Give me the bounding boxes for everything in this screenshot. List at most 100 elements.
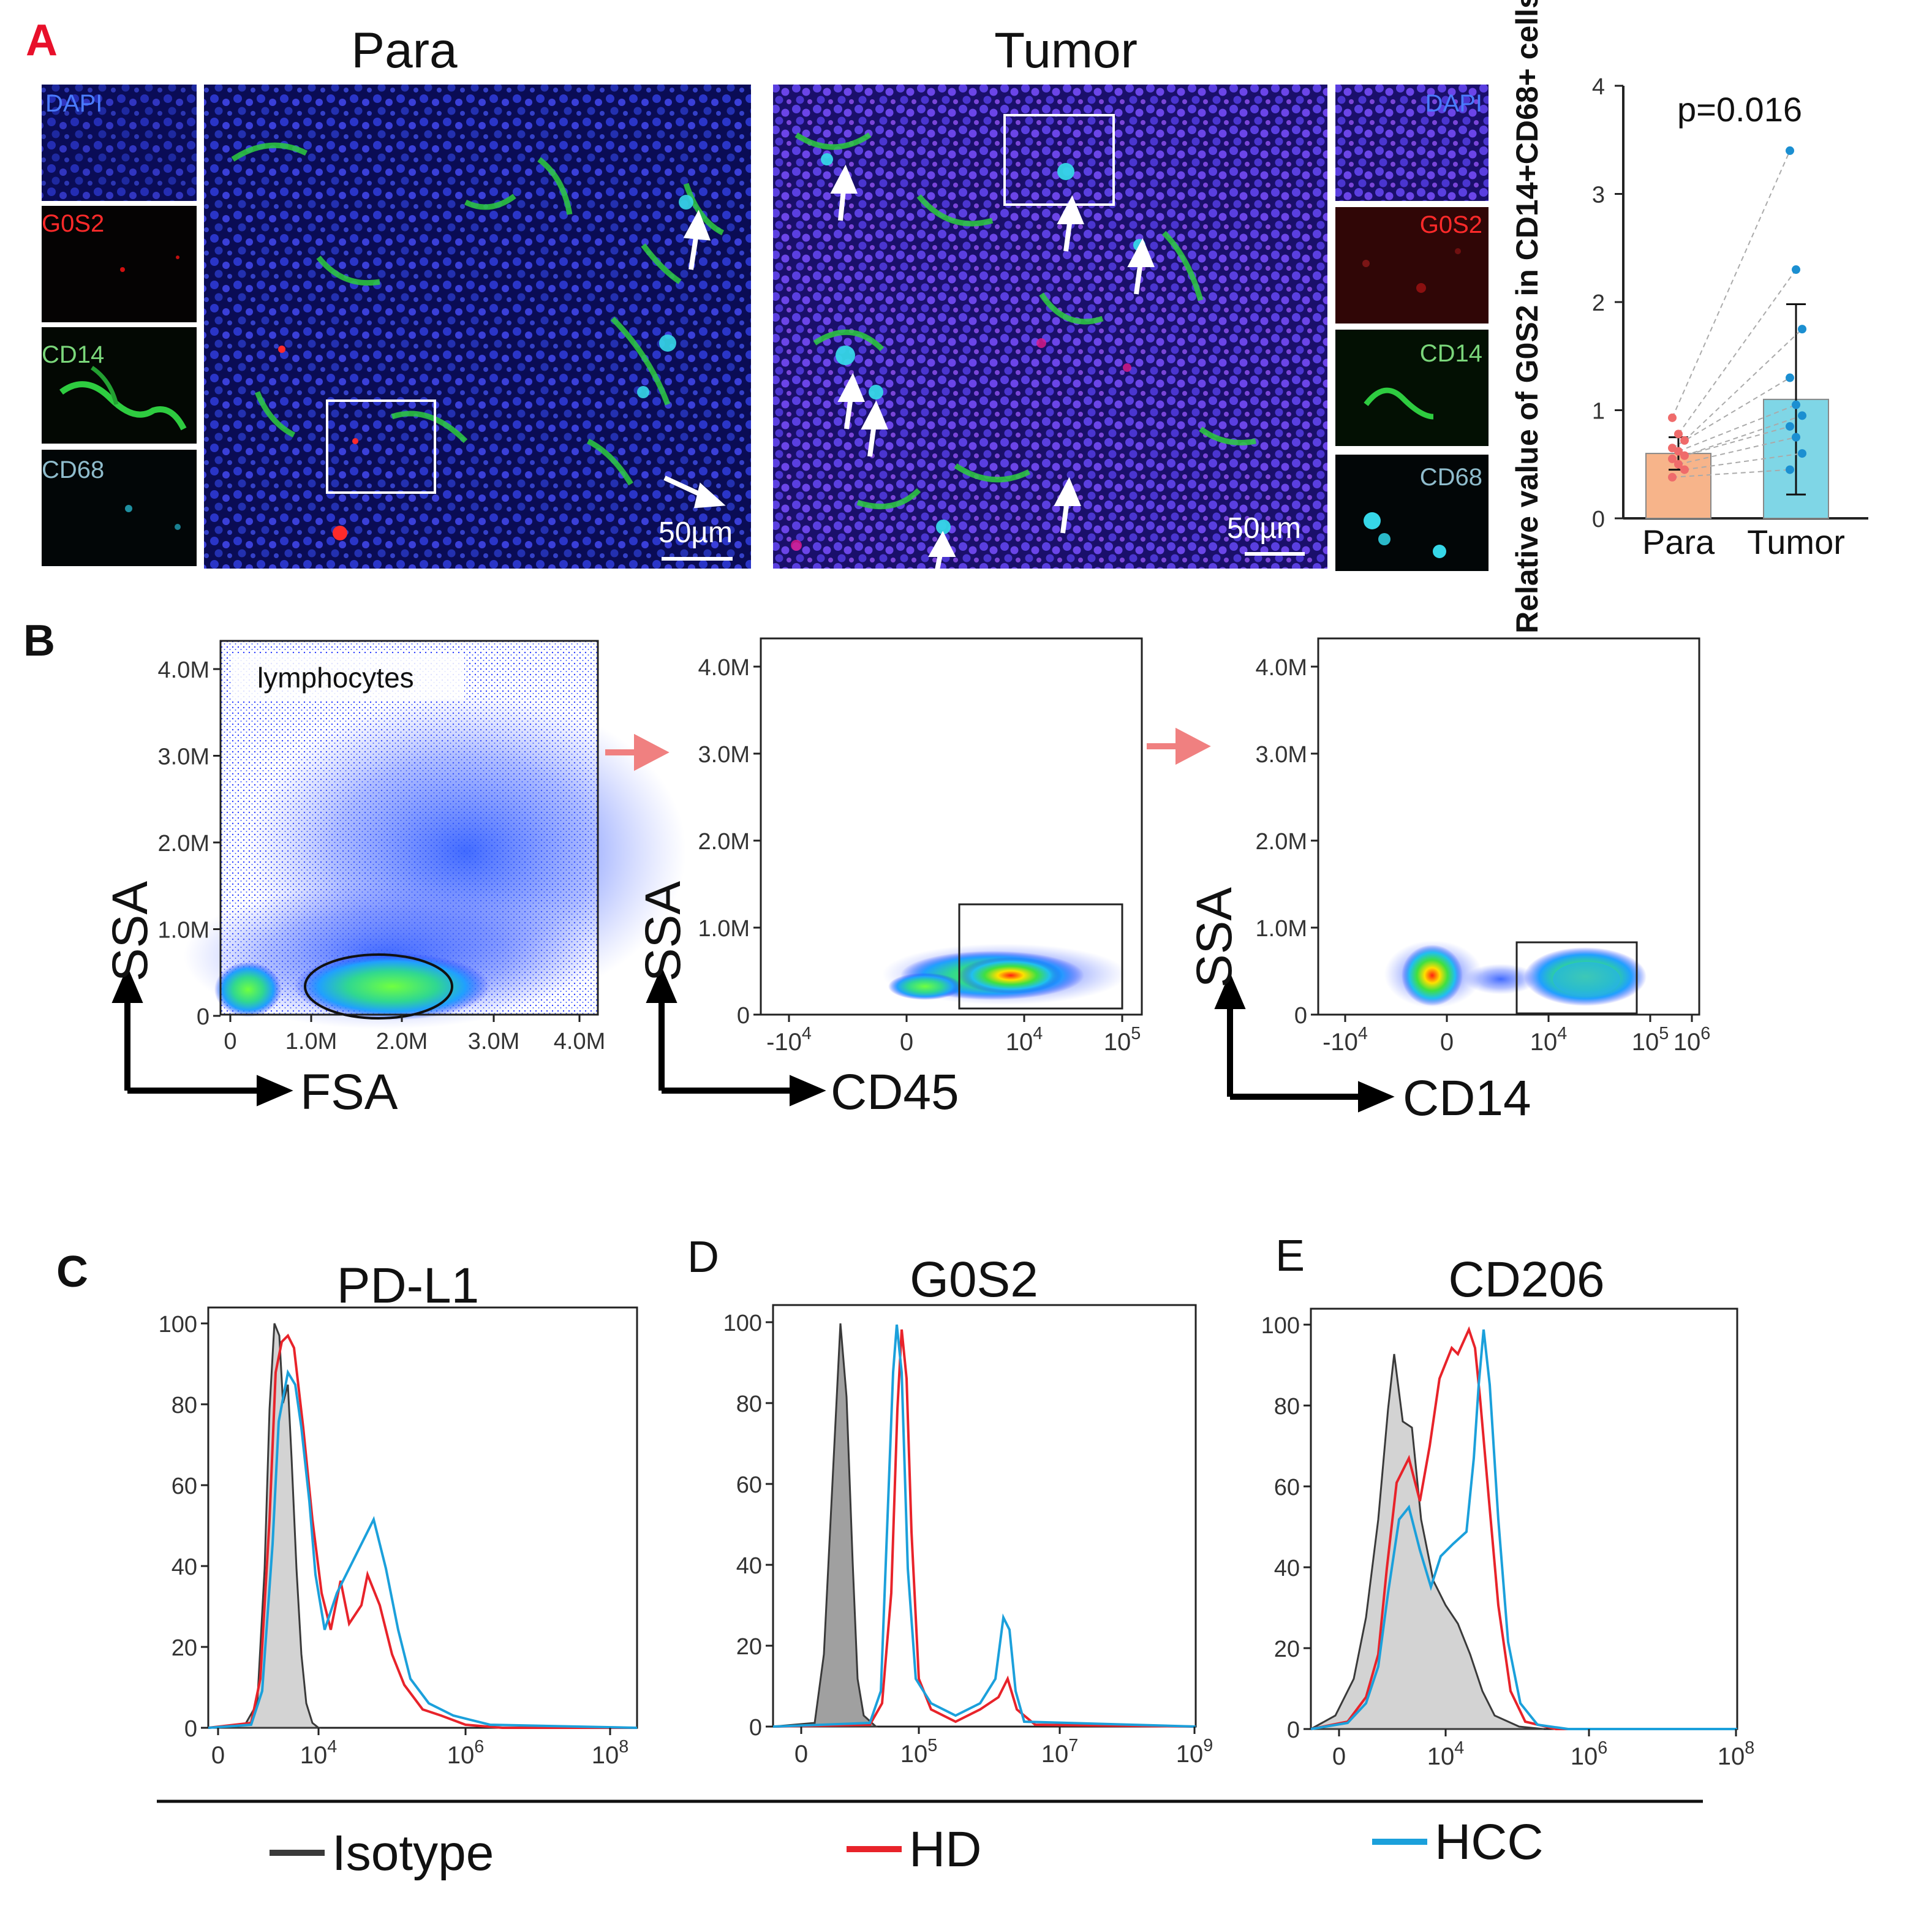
ytick-label: 100: [723, 1311, 762, 1336]
tumor-title: Tumor: [994, 23, 1138, 78]
paired-line: [1684, 415, 1803, 456]
tumor-dapi-label: DAPI: [1425, 90, 1482, 117]
ytick-label: 0: [1294, 1003, 1307, 1029]
ytick-label: 3.0M: [158, 744, 209, 770]
xtick-label: 108: [592, 1737, 629, 1769]
xtick-label: 105: [1104, 1024, 1141, 1056]
pd-l1-hd-curve: [208, 1333, 637, 1729]
cd206-isotype-curve: [1310, 1353, 1544, 1730]
bar-chart-ylabel: Relative value of G0S2 in CD14+CD68+ cel…: [1510, 0, 1544, 634]
plot2-ylabel: SSA: [635, 881, 691, 982]
ytick-label: 0: [749, 1715, 762, 1741]
paired-line: [1684, 453, 1803, 471]
flow-plot-cd45-ssa: 4.0M 3.0M 2.0M 1.0M 0 -104 0 104 105: [698, 637, 1143, 1056]
xtick-label: 3.0M: [468, 1029, 519, 1054]
histogram-pd-l1: 100 80 60 40 20 00 104 106 108: [159, 1306, 638, 1769]
xtick-label: 4.0M: [554, 1029, 605, 1054]
ytick-label: 60: [736, 1472, 762, 1498]
panel-letter-a: A: [26, 16, 58, 65]
pd-l1-hcc-curve: [208, 1369, 638, 1729]
tumor-point: [1798, 449, 1806, 458]
panel-letter-d: D: [687, 1233, 719, 1282]
tumor-point: [1792, 433, 1800, 442]
bar-chart-pvalue: p=0.016: [1677, 90, 1802, 129]
tumor-point: [1792, 400, 1800, 409]
paired-line: [1672, 377, 1790, 449]
para-point: [1680, 451, 1689, 460]
ytick-label: 20: [1274, 1637, 1300, 1662]
tumor-point: [1798, 325, 1806, 334]
ytick-label: 1.0M: [158, 918, 209, 944]
ytick-label: 80: [1274, 1394, 1300, 1420]
lymphocytes-label: lymphocytes: [257, 662, 414, 694]
xtick-label: 1.0M: [285, 1029, 337, 1054]
legend-isotype-label: Isotype: [332, 1825, 494, 1881]
xtick-label: -104: [1323, 1024, 1368, 1056]
histogram-g0s2: 100 80 60 40 20 0 0 105 107 109: [723, 1304, 1213, 1768]
ytick-label: 0: [1287, 1717, 1300, 1743]
histogram-e-title: CD206: [1448, 1252, 1604, 1307]
xtick-label: 109: [1176, 1736, 1213, 1768]
ytick-label: 80: [172, 1393, 197, 1418]
ytick-label: 4.0M: [158, 657, 209, 683]
para-point: [1668, 472, 1677, 482]
para-point: [1674, 447, 1683, 456]
lymphocyte-gate: [304, 953, 453, 1020]
plot2-axis-arrows: [646, 966, 826, 1107]
xtick-label: 106: [1674, 1024, 1711, 1056]
xtick-label: 104: [1006, 1024, 1043, 1056]
ytick-label: 1.0M: [698, 916, 750, 942]
g0s2-hcc-curve: [772, 1324, 1196, 1728]
ytick-label: 3.0M: [1256, 742, 1307, 768]
plot3-xlabel: CD14: [1403, 1070, 1531, 1126]
ytick-label: 0: [737, 1003, 750, 1029]
para-point: [1668, 413, 1677, 422]
xtick-label: 105: [900, 1736, 938, 1768]
ytick-label: 0: [184, 1716, 197, 1742]
xtick-label: 106: [447, 1737, 485, 1769]
tumor-point: [1786, 146, 1794, 155]
ytick-label: 40: [1274, 1556, 1300, 1581]
ytick-label: 40: [736, 1553, 762, 1579]
para-channel-tiles: DAPI G0S2 CD14 CD68: [42, 85, 197, 566]
plot1-axis-arrows: [111, 966, 293, 1107]
ytick-label: 2.0M: [1256, 829, 1307, 855]
xtick-label: 104: [1530, 1024, 1568, 1056]
tumor-point: [1792, 265, 1800, 274]
para-scale-bar: 50µm: [658, 517, 733, 549]
ytick-label: 4.0M: [1256, 655, 1307, 681]
xtick-label: 105: [1632, 1024, 1669, 1056]
para-cd14-label: CD14: [42, 341, 104, 368]
tumor-cd68-label: CD68: [1420, 464, 1482, 491]
xtick-label: 0: [211, 1742, 225, 1769]
xtick-label: 0: [794, 1741, 808, 1768]
cd206-hd-curve: [1310, 1326, 1737, 1730]
ytick-label: 100: [1261, 1313, 1300, 1339]
bar-chart-ytick-label: 2: [1592, 290, 1605, 316]
paired-line: [1672, 150, 1790, 418]
para-point: [1668, 454, 1677, 463]
panel-letter-e: E: [1275, 1232, 1305, 1281]
ytick-label: 2.0M: [158, 831, 209, 857]
xtick-label: 108: [1718, 1738, 1755, 1770]
bar-para: [1645, 453, 1711, 519]
plot3-ylabel: SSA: [1187, 887, 1242, 988]
g0s2-hd-curve: [772, 1329, 1196, 1728]
tumor-cd14-label: CD14: [1420, 340, 1482, 367]
ytick-label: 20: [736, 1634, 762, 1660]
g0s2-bar-chart: Relative value of G0S2 in CD14+CD68+ cel…: [1510, 0, 1868, 634]
legend-hd-label: HD: [909, 1822, 981, 1877]
histogram-d-title: G0S2: [910, 1252, 1038, 1307]
ytick-label: 60: [172, 1474, 197, 1499]
plot3-axis-arrows: [1214, 972, 1395, 1113]
bar-chart-ytick-label: 3: [1592, 183, 1605, 208]
tumor-scale-bar: 50µm: [1227, 512, 1301, 545]
tumor-point: [1786, 465, 1794, 474]
tumor-point: [1786, 373, 1794, 382]
gating-arrows: [605, 727, 1211, 771]
para-g0s2-label: G0S2: [42, 210, 104, 237]
tumor-cd68-tile: [1335, 455, 1489, 571]
paired-line: [1672, 469, 1790, 478]
legend-hcc-label: HCC: [1435, 1814, 1544, 1870]
para-point: [1674, 460, 1683, 469]
